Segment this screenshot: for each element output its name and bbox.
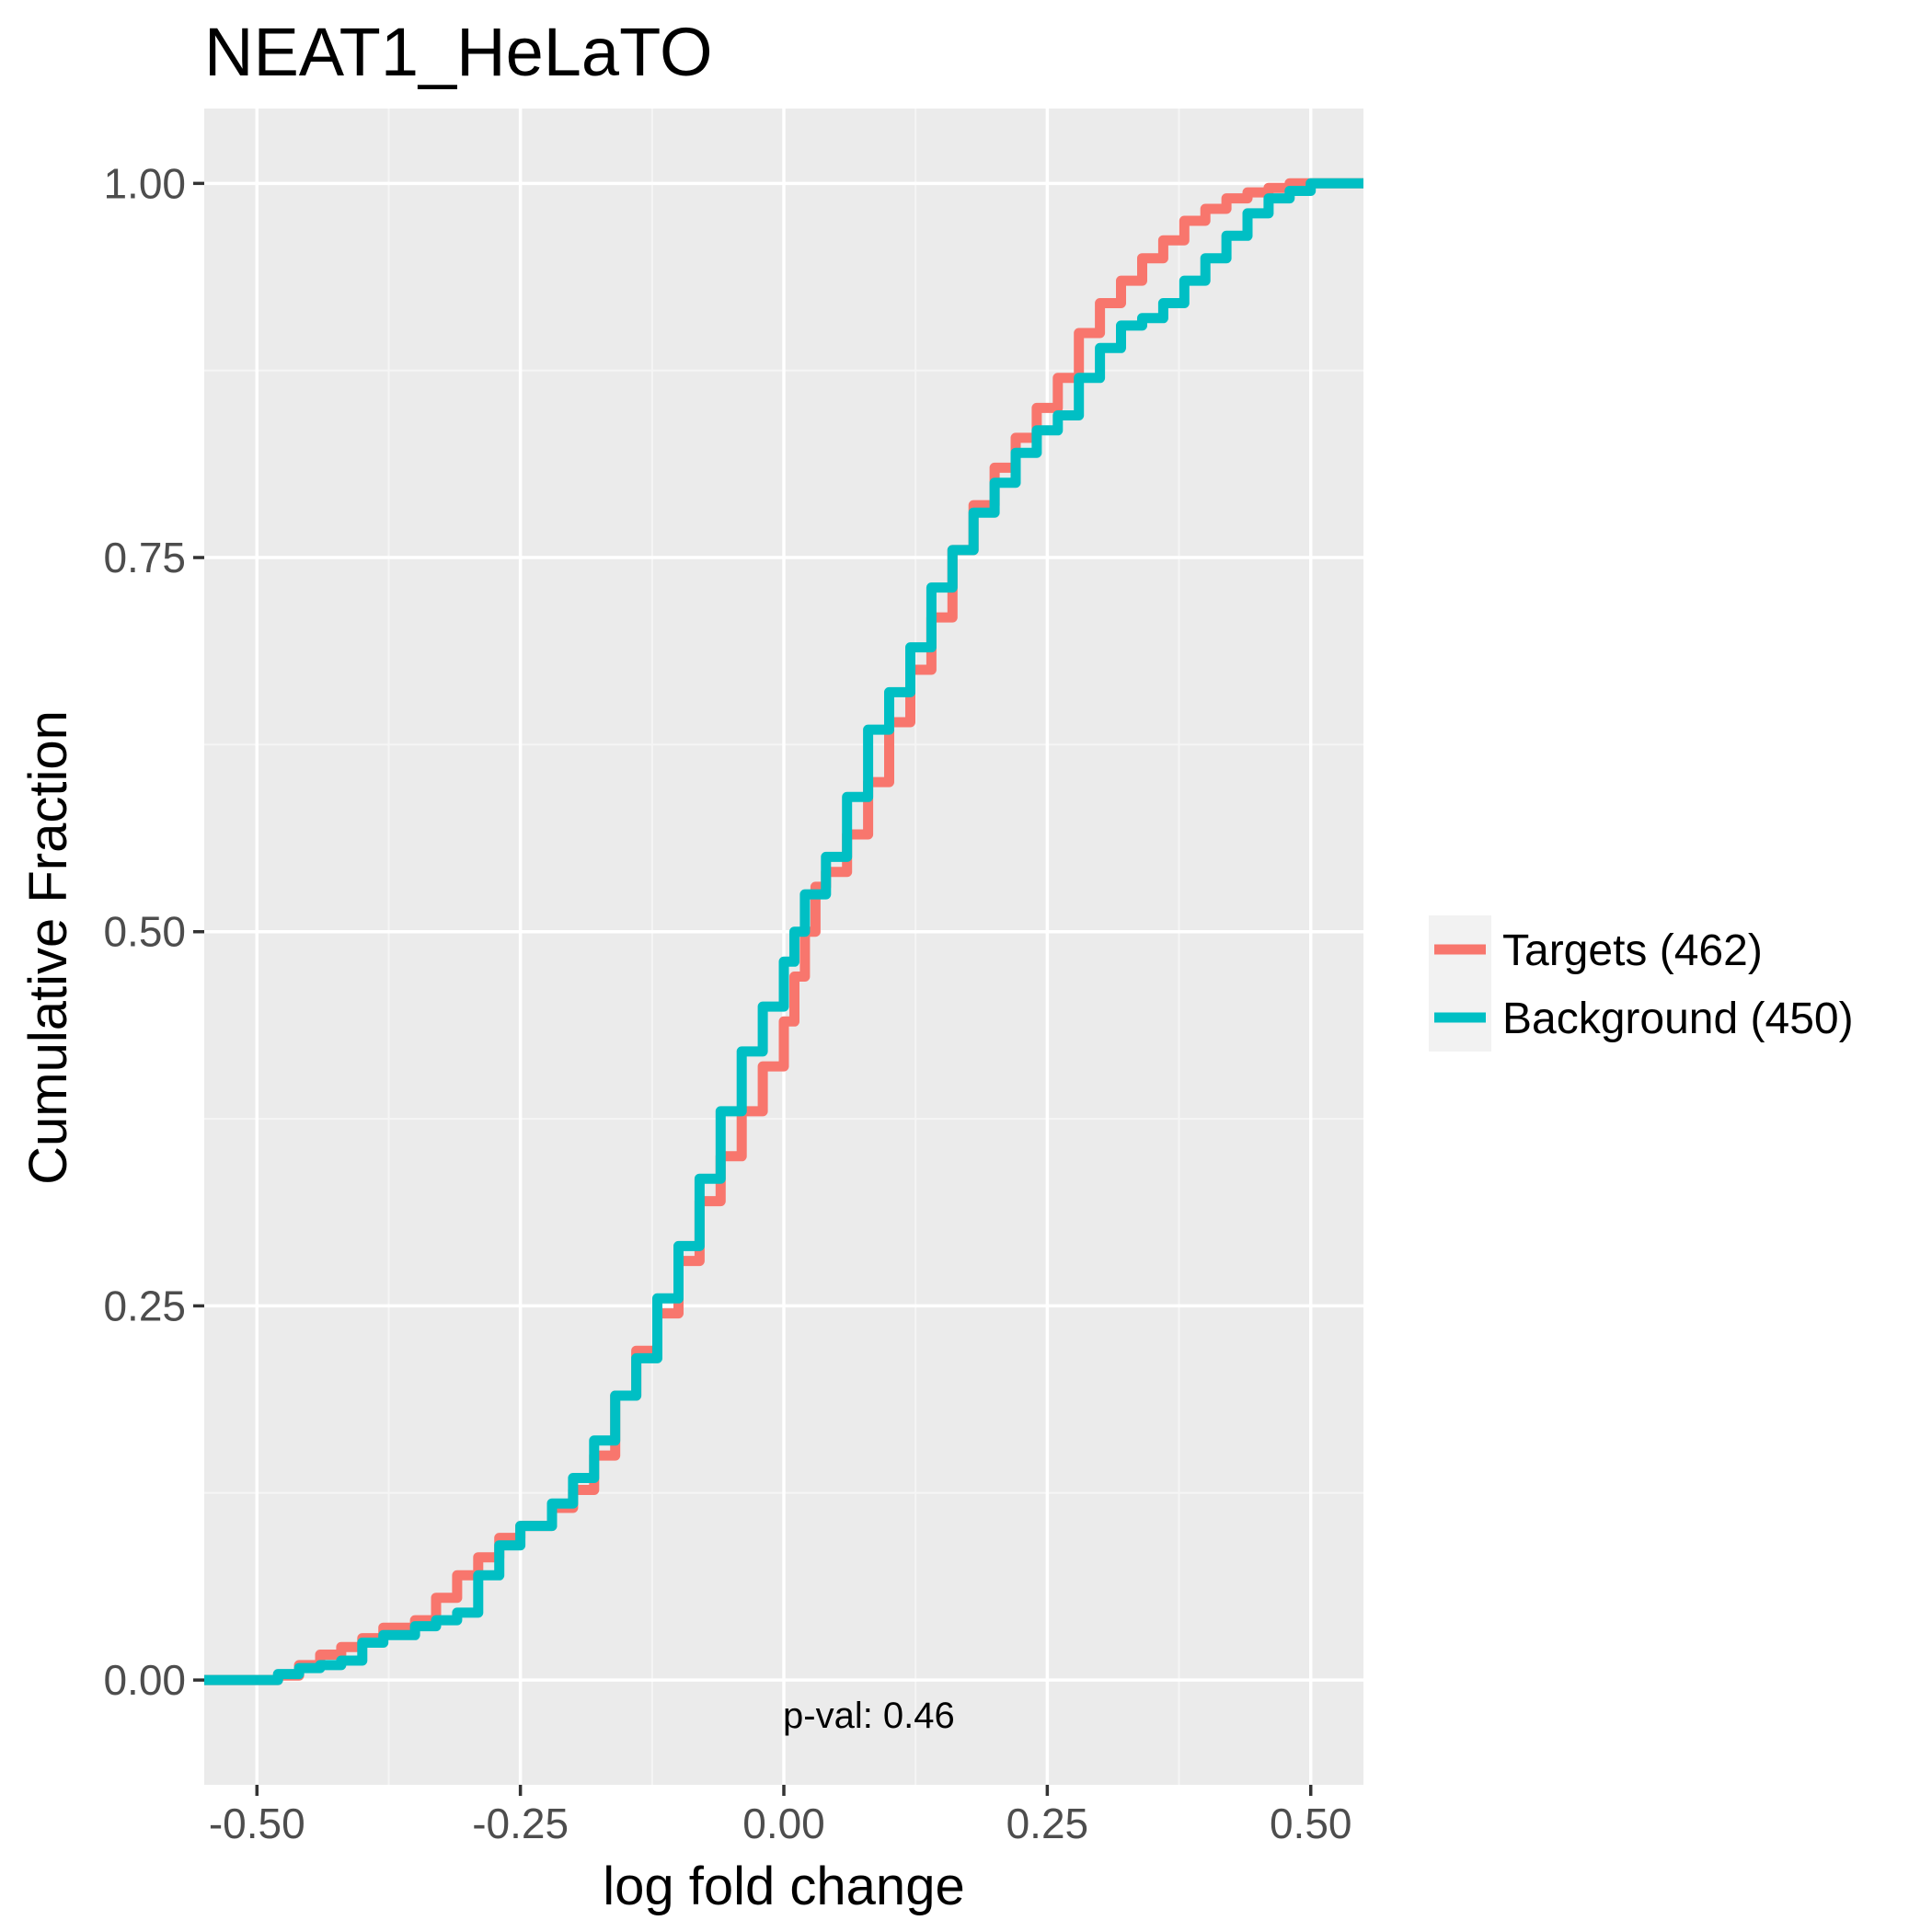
series-lines: [204, 178, 1363, 1685]
y-tick-label: 0.50: [103, 908, 186, 956]
series-line-targets: [204, 178, 1363, 1685]
y-tick-label: 0.00: [103, 1656, 186, 1704]
y-axis-title: Cumulative Fraction: [18, 710, 78, 1185]
x-tick-label: 0.00: [742, 1800, 825, 1847]
x-tick-label: 0.50: [1270, 1800, 1352, 1847]
legend-label: Background (450): [1502, 995, 1854, 1043]
y-tick-label: 0.75: [103, 534, 186, 581]
grid-major: [204, 109, 1363, 1785]
legend-label: Targets (462): [1502, 926, 1763, 975]
x-tick-label: 0.25: [1006, 1800, 1089, 1847]
p-value-annotation: p-val: 0.46: [783, 1696, 955, 1736]
x-tick-label: -0.25: [472, 1800, 569, 1847]
y-tick-label: 1.00: [103, 159, 186, 207]
y-tick-label: 0.25: [103, 1282, 186, 1329]
x-tick-label: -0.50: [209, 1800, 305, 1847]
x-axis-title: log fold change: [603, 1857, 964, 1916]
y-axis: 0.00 0.25 0.50 0.75 1.00: [103, 159, 204, 1704]
chart-title: NEAT1_HeLaTO: [204, 14, 713, 90]
x-axis: -0.50 -0.25 0.00 0.25 0.50: [209, 1785, 1352, 1847]
legend: Targets (462) Background (450): [1429, 915, 1854, 1052]
series-line-background: [204, 178, 1363, 1685]
